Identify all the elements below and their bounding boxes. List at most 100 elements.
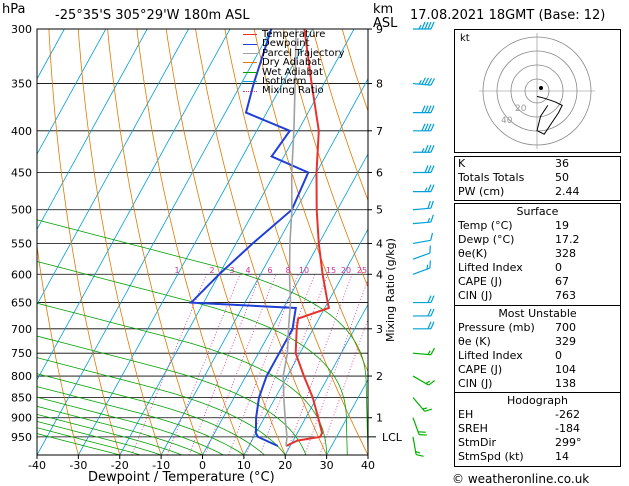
- index-label: StmSpd (kt): [458, 450, 524, 463]
- index-row: θe(K) 328: [455, 247, 620, 261]
- index-row: Temp (°C) 19: [455, 219, 620, 233]
- most-unstable-title: Most Unstable: [498, 307, 577, 320]
- wind-barb-flag: [421, 77, 427, 85]
- wind-barb: [412, 375, 436, 386]
- wind-barb-staff: [412, 252, 431, 260]
- wind-barb: [412, 417, 427, 436]
- index-value: -262: [555, 408, 580, 421]
- wind-barb: [412, 214, 434, 225]
- index-label: StmDir: [458, 436, 497, 449]
- index-label: Pressure (mb): [458, 321, 535, 334]
- wind-barb-flag: [427, 295, 432, 303]
- index-value: 138: [555, 377, 576, 390]
- pressure-unit-label: hPa: [2, 2, 26, 17]
- x-axis-title: Dewpoint / Temperature (°C): [88, 470, 275, 485]
- index-value: -184: [555, 422, 580, 435]
- basic-indices-panel: K 36 Totals Totals 50 PW (cm) 2.44: [454, 156, 621, 201]
- series-parcel-trajectory: [282, 29, 297, 447]
- legend-label: Dry Adiabat: [262, 57, 322, 69]
- wind-barb-staff: [412, 239, 431, 245]
- wind-barb-half-flag: [415, 451, 421, 454]
- wind-barb-flag: [427, 105, 432, 113]
- x-tick-label: 30: [320, 459, 334, 472]
- wind-barb-half-flag: [418, 24, 422, 30]
- wet-adiabat-line: [37, 386, 245, 455]
- index-value: 329: [555, 335, 576, 348]
- isotherm-line: [160, 78, 368, 455]
- index-label: CIN (J): [458, 377, 493, 390]
- index-row: Totals Totals 50: [455, 171, 620, 185]
- hodograph-unit: kt: [460, 33, 470, 44]
- index-value: 2.44: [555, 185, 580, 198]
- wind-barb-flag: [427, 308, 432, 317]
- index-value: 0: [555, 349, 562, 362]
- chart-legend: Temperature Dewpoint Parcel Trajectory Dry …: [243, 29, 345, 96]
- series-dewpoint: [188, 29, 310, 447]
- wind-barb-flag: [430, 184, 435, 192]
- wind-barb: [412, 232, 434, 245]
- isotherm-line: [284, 303, 368, 455]
- mixing-ratio-line: [319, 317, 368, 455]
- isotherm-line: [326, 378, 368, 455]
- wind-barb-half-flag: [422, 407, 428, 410]
- dry-adiabat-line: [48, 29, 121, 455]
- index-label: EH: [458, 408, 474, 421]
- legend-swatch: [243, 34, 257, 36]
- dry-adiabat-line: [253, 29, 368, 373]
- km-tick-label: 7: [376, 125, 383, 138]
- mixing-ratio-label: 15: [326, 266, 336, 275]
- isotherm-line: [78, 29, 314, 455]
- wet-adiabat-line: [37, 357, 286, 455]
- legend-label: Dewpoint: [262, 38, 310, 50]
- legend-label: Parcel Trajectory: [262, 47, 345, 59]
- legend-item: Temperature: [243, 29, 345, 40]
- index-value: 50: [555, 171, 569, 184]
- mixing-ratio-line: [228, 274, 299, 455]
- wind-barb-flag: [428, 380, 436, 386]
- dry-adiabat-line: [283, 29, 368, 288]
- wind-barb-flag: [421, 105, 426, 113]
- dry-adiabat-line: [77, 29, 162, 455]
- index-value: 299°: [555, 436, 582, 449]
- legend-item: Parcel Trajectory: [243, 47, 345, 59]
- x-tick-label: 0: [199, 459, 206, 472]
- mixing-ratio-label: 3: [229, 266, 234, 275]
- storm-motion-marker: [539, 86, 543, 90]
- wind-barb-flag: [424, 165, 429, 173]
- km-tick-label: 4: [376, 268, 383, 281]
- mixing-ratio-label: 20: [341, 266, 351, 275]
- index-row: StmSpd (kt) 14: [455, 450, 620, 464]
- index-row: SREH -184: [455, 422, 620, 436]
- index-label: Temp (°C): [458, 219, 513, 232]
- pressure-tick-label: 700: [11, 323, 32, 336]
- wind-barb: [413, 105, 435, 114]
- km-tick-label: 8: [376, 78, 383, 91]
- wind-barb-flag: [424, 77, 430, 85]
- legend-item: Dry Adiabat: [243, 57, 345, 69]
- index-label: K: [458, 157, 466, 170]
- wind-barb-flag: [424, 408, 433, 412]
- legend-swatch: [243, 71, 257, 73]
- legend-swatch: [243, 62, 257, 64]
- wind-barb-flag: [424, 21, 429, 30]
- wind-barb-flag: [419, 434, 427, 436]
- wind-barb-half-flag: [427, 217, 431, 223]
- isotherm-line: [37, 29, 231, 381]
- index-row: Lifted Index 0: [455, 349, 620, 363]
- wind-barb: [413, 21, 435, 30]
- legend-item: Mixing Ratio: [243, 86, 345, 96]
- dry-adiabat-line: [195, 29, 327, 455]
- pressure-tick-label: 950: [11, 431, 32, 444]
- hodograph-indices-panel: Hodograph EH -262 SREH -184 StmDir 299° StmSpd…: [454, 392, 621, 467]
- km-tick-label: 3: [376, 323, 383, 336]
- wind-barb-flag: [418, 431, 426, 433]
- index-label: CAPE (J): [458, 363, 503, 376]
- wind-barb-flag: [427, 21, 432, 30]
- index-value: 763: [555, 289, 576, 302]
- wet-adiabat-line: [37, 396, 224, 455]
- dry-adiabat-line: [37, 243, 79, 455]
- legend-swatch: [243, 52, 257, 54]
- index-row: Pressure (mb) 700: [455, 321, 620, 335]
